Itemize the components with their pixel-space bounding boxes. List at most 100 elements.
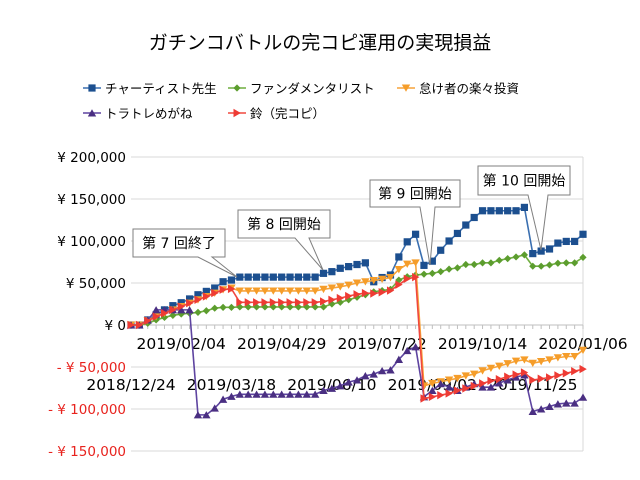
series-0 [127, 203, 587, 329]
data-point-diamond [169, 311, 177, 319]
data-point-square [236, 273, 244, 281]
data-point-triangle-right [504, 372, 512, 381]
data-point-square [420, 261, 428, 269]
data-point-triangle-down [461, 372, 471, 380]
data-point-diamond [529, 262, 537, 270]
data-point-square [545, 245, 554, 253]
data-point-triangle-down [536, 358, 546, 366]
data-point-triangle-right [437, 390, 445, 400]
data-point-triangle-up [235, 390, 245, 398]
data-point-triangle-up [302, 390, 311, 398]
data-point-diamond [319, 303, 328, 311]
data-point-triangle-right [311, 298, 319, 307]
data-point-square [411, 230, 420, 238]
data-point-triangle-up [369, 370, 378, 378]
data-point-triangle-right [428, 392, 437, 402]
callout-box [237, 209, 331, 271]
legend-label: 鈴（完コピ） [250, 106, 325, 121]
data-point-triangle-up [495, 379, 504, 387]
data-point-square [487, 207, 495, 215]
data-point-square [336, 264, 344, 272]
data-point-triangle-down [428, 379, 437, 388]
data-point-triangle-down [444, 376, 454, 384]
data-point-diamond [487, 259, 495, 267]
legend-label: チャーティスト先生 [105, 81, 217, 96]
data-point-triangle-right [378, 288, 386, 297]
data-point-triangle-right [328, 295, 336, 304]
data-point-square [177, 299, 185, 307]
data-point-triangle-up [545, 402, 554, 410]
data-point-triangle-right [529, 375, 537, 385]
data-point-square [202, 287, 210, 295]
x-tick-label: 2019/03/18 [187, 376, 276, 394]
data-point-triangle-up [202, 411, 211, 419]
data-point-triangle-right [546, 373, 554, 382]
data-point-square [169, 302, 177, 310]
data-point-square [537, 247, 545, 255]
data-point-triangle-right [144, 316, 152, 325]
data-point-triangle-right [202, 292, 211, 301]
data-point-square [286, 273, 294, 281]
data-point-triangle-down [386, 274, 395, 282]
data-point-triangle-right [537, 374, 545, 383]
legend-item: ファンダメンタリスト [228, 81, 375, 96]
data-point-triangle-right [177, 302, 186, 311]
data-point-diamond [470, 260, 478, 269]
data-point-triangle-right [520, 368, 529, 377]
data-point-triangle-right [495, 374, 504, 384]
data-point-square [478, 207, 487, 215]
data-point-triangle-down [495, 362, 504, 370]
data-point-square [353, 260, 361, 269]
data-point-diamond [462, 260, 470, 269]
data-point-triangle-right [261, 298, 269, 307]
data-point-triangle-right [453, 386, 462, 395]
callout-box [369, 179, 461, 266]
data-point-triangle-down [503, 360, 512, 368]
data-point-square [311, 273, 319, 281]
data-point-triangle-down [545, 356, 554, 364]
data-point-triangle-up [361, 372, 370, 380]
data-point-triangle-right [320, 297, 328, 306]
data-point-triangle-down [394, 266, 404, 274]
data-point-diamond [512, 253, 520, 261]
data-point-diamond [545, 261, 554, 269]
data-point-square [303, 273, 311, 281]
data-point-triangle-down [511, 357, 521, 365]
data-point-square [445, 237, 453, 245]
data-point-triangle-up [444, 383, 454, 391]
data-point-triangle-down [310, 287, 320, 295]
data-point-triangle-right [353, 290, 361, 299]
data-point-triangle-down [260, 287, 270, 295]
data-point-triangle-down [352, 279, 362, 287]
data-point-diamond [554, 259, 562, 267]
data-point-triangle-up [562, 399, 571, 407]
data-point-triangle-down [578, 346, 588, 354]
y-tick-label: - ¥ 100,000 [48, 402, 126, 418]
data-point-triangle-right [420, 394, 428, 403]
x-tick-label: 2020/01/06 [538, 335, 627, 353]
data-point-triangle-up [511, 373, 521, 381]
data-point-square [571, 237, 579, 246]
data-point-triangle-up [285, 390, 295, 398]
data-point-triangle-down [570, 353, 579, 361]
annotation-callout: 第 8 回開始 [237, 209, 331, 271]
data-point-diamond [445, 265, 453, 273]
data-point-square [319, 269, 328, 277]
data-point-triangle-down [294, 287, 303, 295]
data-point-square [261, 273, 269, 281]
data-point-triangle-down [327, 284, 337, 292]
data-point-triangle-up [269, 390, 278, 398]
data-point-triangle-down [478, 367, 487, 375]
data-point-triangle-right [152, 312, 160, 321]
data-point-triangle-down [562, 353, 571, 361]
x-tick-label: 2018/12/24 [86, 376, 175, 394]
x-axis-ticks: 2018/12/24 2019/02/04 2019/03/18 2019/04/29… [86, 324, 628, 394]
data-point-triangle-right [169, 305, 177, 315]
data-point-triangle-right [186, 298, 194, 308]
data-point-square [211, 284, 219, 292]
data-point-triangle-right [345, 291, 353, 301]
series-4 [127, 272, 587, 403]
data-point-square [252, 273, 261, 281]
data-point-square [504, 207, 512, 215]
legend-item: チャーティスト先生 [83, 81, 217, 96]
